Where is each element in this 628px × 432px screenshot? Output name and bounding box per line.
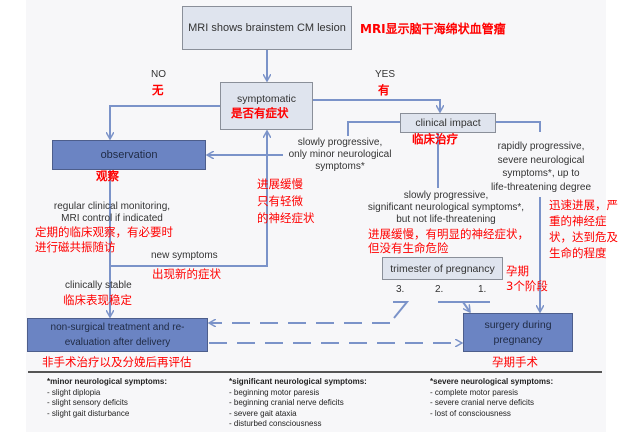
diagram-background [26, 0, 606, 432]
footnote-significant: *significant neurological symptoms: - be… [229, 377, 367, 430]
surgery-zh: 孕期手术 [492, 355, 538, 369]
mri-zh: MRI显示脑干海绵状血管瘤 [360, 22, 506, 36]
trimester-number-2: 2. [435, 284, 444, 295]
surgery-box: surgery during pregnancy [463, 313, 573, 352]
new-symptoms-zh: 出现新的症状 [152, 267, 221, 281]
arrow-2-1 [462, 301, 470, 312]
monitoring-label: regular clinical monitoring, MRI control… [53, 201, 171, 224]
observation-zh: 观察 [96, 169, 119, 183]
yes-label: YES [375, 69, 396, 80]
footnote-item: - lost of consciousness [430, 408, 511, 418]
line-yes [313, 99, 440, 112]
footnote-item: - slight gait disturbance [47, 408, 130, 418]
footnote-title: *minor neurological symptoms: [47, 377, 168, 386]
footnote-title: *severe neurological symptoms: [430, 377, 554, 386]
footnote-title: *significant neurological symptoms: [229, 377, 367, 386]
slow-minor-zh: 进展缓慢 只有轻微 的神经症状 [257, 177, 315, 225]
nonsurgical-label: non-surgical treatment and re- evaluatio… [50, 322, 185, 348]
slow-minor-label: slowly progressive, only minor neurologi… [288, 137, 392, 172]
clinical-impact-zh: 临床治疗 [412, 132, 458, 146]
observation-label: observation [100, 149, 158, 161]
trimester-3-line [393, 301, 410, 319]
clinical-impact-label: clinical impact [415, 117, 481, 129]
slow-significant-label: slowly progressive, significant neurolog… [367, 190, 525, 225]
new-symptoms-label: new symptoms [151, 250, 218, 261]
yes-zh: 有 [378, 83, 390, 97]
no-zh: 无 [152, 83, 164, 97]
trimester-label: trimester of pregnancy [390, 262, 495, 275]
line-new-symptoms [110, 131, 267, 267]
stable-label: clinically stable [65, 280, 132, 291]
line-right-branch [496, 121, 541, 132]
stable-zh: 临床表现稳定 [63, 293, 132, 307]
symptomatic-zh: 是否有症状 [231, 106, 289, 120]
trimester-number-1: 1. [478, 284, 487, 295]
footnote-item: - slight diplopia [47, 387, 101, 397]
footnote-item: - beginning cranial nerve deficits [229, 398, 344, 407]
slow-significant-zh: 进展缓慢，有明显的神经症状， 但没有生命危险 [368, 227, 529, 255]
monitoring-zh: 定期的临床观察，有必要时 进行磁共振随访 [35, 225, 173, 254]
line-no [110, 105, 220, 139]
trimester-box: trimester of pregnancy [382, 257, 503, 280]
line-left-branch [347, 121, 400, 136]
footnote-item: - disturbed consciousness [229, 419, 322, 428]
rapid-label: rapidly progressive, severe neurological… [490, 141, 592, 193]
footnote-item: - severe cranial nerve deficits [430, 398, 535, 407]
footnote-item: - beginning motor paresis [229, 387, 320, 397]
surgery-label: surgery during pregnancy [484, 318, 552, 346]
rapid-zh: 迅速进展，严 重的神经症 状，达到危及 生命的程度 [549, 198, 618, 260]
mri-label: MRI shows brainstem CM lesion [188, 22, 346, 34]
no-label: NO [151, 69, 166, 80]
nonsurgical-zh: 非手术治疗以及分娩后再评估 [42, 355, 192, 369]
trimester-zh: 孕期 3个阶段 [506, 264, 548, 293]
mri-box: MRI shows brainstem CM lesion [182, 6, 352, 50]
trimester-number-3: 3. [396, 284, 405, 295]
footnote-minor: *minor neurological symptoms: - slight d… [47, 377, 167, 419]
footnote-item: - severe gait ataxia [229, 408, 297, 418]
clinical-impact-box: clinical impact [400, 113, 496, 133]
symptomatic-box: symptomatic [220, 82, 313, 130]
footnote-item: - complete motor paresis [430, 387, 519, 397]
footnote-item: - slight sensory deficits [47, 398, 128, 407]
observation-box: observation [52, 140, 206, 170]
nonsurgical-box: non-surgical treatment and re- evaluatio… [27, 318, 208, 352]
footnote-severe: *severe neurological symptoms: - complet… [430, 377, 553, 419]
symptomatic-label: symptomatic [237, 93, 296, 105]
